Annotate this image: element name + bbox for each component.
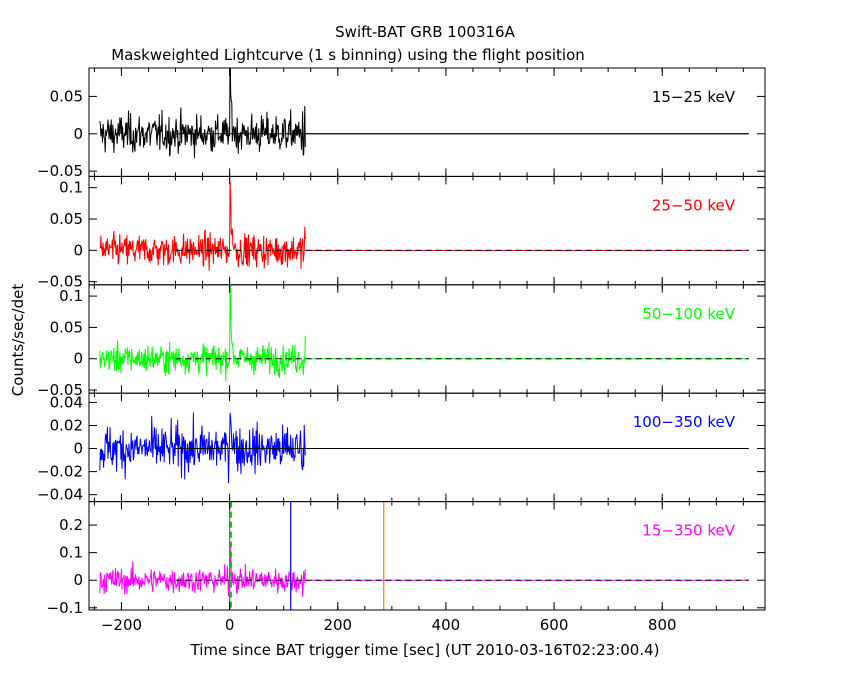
series-line <box>99 284 306 382</box>
panel-frame <box>88 175 766 286</box>
y-tick-label: 0.1 <box>59 544 83 562</box>
x-tick-label: 200 <box>323 616 352 634</box>
y-tick-label: −0.05 <box>37 162 83 180</box>
series-line <box>99 546 306 597</box>
y-tick-label: −0.05 <box>37 273 83 291</box>
panel-4: −0.04 −0.02 0 0.02 0.04 100−350 keV <box>37 392 766 504</box>
band-label: 100−350 keV <box>633 413 736 431</box>
y-tick-label: 0.1 <box>59 287 83 305</box>
series-line <box>99 412 306 484</box>
y-tick-label: −0.05 <box>37 381 83 399</box>
y-tick-label: 0 <box>73 350 83 368</box>
x-tick-label: 400 <box>432 616 461 634</box>
panel-frame <box>88 67 766 177</box>
y-tick-label: 0 <box>73 125 83 143</box>
chart-title: Swift-BAT GRB 100316A <box>335 23 515 41</box>
y-tick-label: 0 <box>73 241 83 259</box>
series-line <box>99 68 306 159</box>
y-tick-label: −0.1 <box>47 599 83 617</box>
panel-1: −0.05 0 0.05 15−25 keV <box>37 67 766 180</box>
x-tick-label: 0 <box>225 616 235 634</box>
y-tick-label: 0.2 <box>59 516 83 534</box>
x-tick-label: 800 <box>648 616 677 634</box>
y-tick-label: 0.05 <box>50 87 83 105</box>
y-tick-label: 0.05 <box>50 210 83 228</box>
y-tick-label: −0.02 <box>37 463 83 481</box>
chart-subtitle: Maskweighted Lightcurve (1 s binning) us… <box>111 46 585 64</box>
panel-frame <box>88 284 766 394</box>
x-axis-label: Time since BAT trigger time [sec] (UT 20… <box>190 641 660 659</box>
panel-2: −0.05 0 0.05 0.1 25−50 keV <box>37 175 766 291</box>
y-axis-label: Counts/sec/det <box>9 284 27 397</box>
band-label: 50−100 keV <box>642 305 735 323</box>
band-label: 15−350 keV <box>642 522 735 540</box>
x-tick-label: −200 <box>101 616 142 634</box>
band-label: 25−50 keV <box>652 196 736 214</box>
band-label: 15−25 keV <box>652 88 736 106</box>
y-tick-label: 0.1 <box>59 179 83 197</box>
y-tick-label: 0.02 <box>50 416 83 434</box>
panel-5: −0.1 0 0.1 0.2 15−350 keV −200 0 200 400 600 800 <box>47 501 766 634</box>
y-tick-label: 0.05 <box>50 318 83 336</box>
panel-3: −0.05 0 0.05 0.1 50−100 keV <box>37 284 766 399</box>
series-line <box>99 181 306 271</box>
x-tick-label: 600 <box>540 616 569 634</box>
y-tick-label: 0.04 <box>50 393 83 411</box>
y-tick-label: 0 <box>73 440 83 458</box>
panel-frame <box>88 501 766 611</box>
y-tick-label: −0.04 <box>37 486 83 504</box>
panels-group: −0.05 0 0.05 15−25 keV −0.05 0 0.05 0.1 25−50 ke… <box>37 67 766 634</box>
y-tick-label: 0 <box>73 571 83 589</box>
